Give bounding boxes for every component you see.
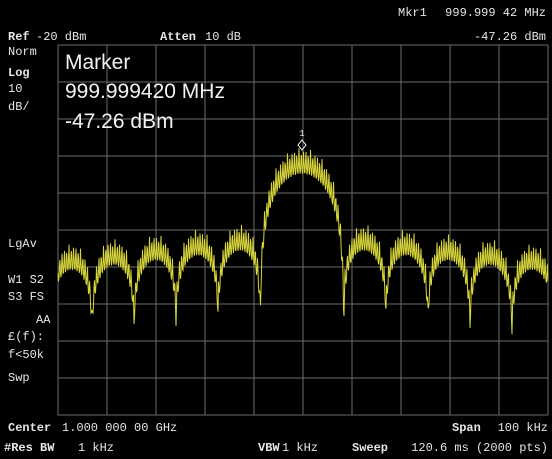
side-label: Norm [8, 45, 37, 59]
vbw-value: 1 kHz [282, 441, 318, 455]
side-label: W1 S2 [8, 273, 44, 287]
side-label: S3 FS [8, 290, 44, 304]
center-label: Center [8, 421, 51, 435]
trace [57, 148, 549, 335]
span-value: 100 kHz [498, 421, 548, 435]
graticule [57, 44, 549, 416]
side-label: £(f): [8, 330, 44, 344]
atten-value: 10 dB [205, 30, 241, 44]
side-label: Swp [8, 371, 30, 385]
center-value: 1.000 000 00 GHz [62, 421, 177, 435]
side-label: dB/ [8, 100, 30, 114]
side-label: AA [36, 313, 51, 327]
sweep-value: 120.6 ms (2000 pts) [411, 441, 548, 455]
marker-frequency: 999.999 42 MHz [445, 6, 546, 20]
span-label: Span [452, 421, 481, 435]
ref-value: -20 dBm [36, 30, 86, 44]
marker-diamond [297, 139, 307, 151]
side-label: 10 [8, 82, 22, 96]
atten-label: Atten [160, 30, 196, 44]
ref-label: Ref [8, 30, 30, 44]
vbw-label: VBW [258, 441, 280, 455]
side-label: Log [8, 66, 30, 80]
marker-box-title: Marker [65, 51, 130, 74]
sweep-label: Sweep [352, 441, 388, 455]
marker-amplitude: -47.26 dBm [474, 30, 546, 44]
rbw-label: #Res BW [4, 441, 55, 455]
marker-label: Mkr1 [398, 6, 427, 20]
marker-box-amplitude: -47.26 dBm [65, 110, 174, 133]
side-labels: Norm Log 10 dB/LgAv W1 S2 S3 FS AA £(f): f<50k Sw… [8, 45, 51, 385]
side-label: LgAv [8, 237, 37, 251]
side-label: f<50k [8, 348, 44, 362]
marker-box-frequency: 999.999420 MHz [65, 80, 225, 103]
marker-number: 1 [299, 129, 304, 139]
rbw-value: 1 kHz [78, 441, 114, 455]
